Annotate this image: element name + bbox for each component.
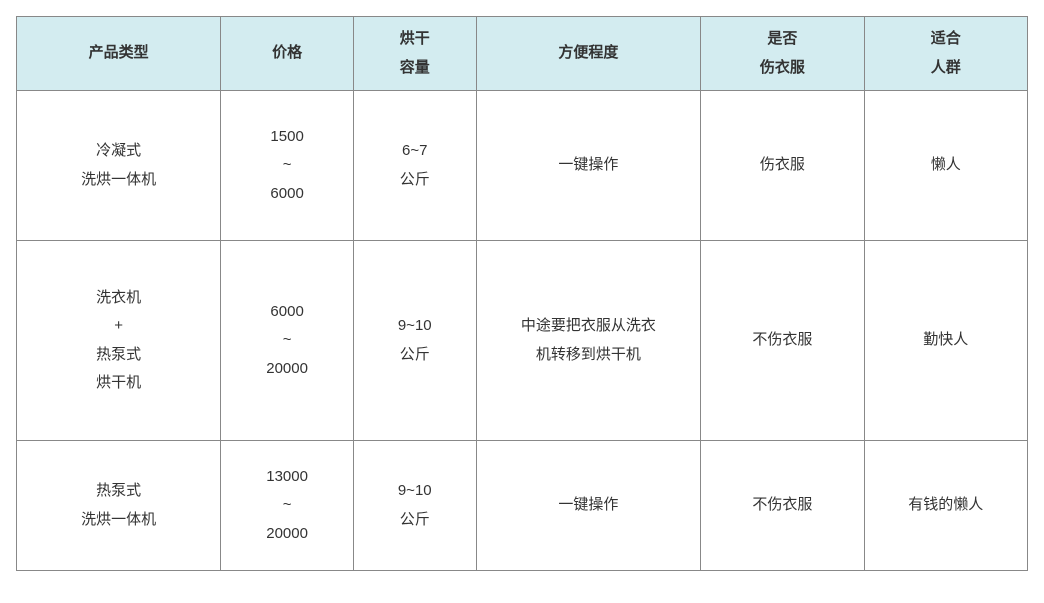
conv-line: 中途要把衣服从洗衣 [483,312,695,341]
type-line: 热泵式 [23,477,214,506]
type-line: 热泵式 [23,341,214,370]
cell-target: 勤快人 [864,241,1027,441]
price-line: 1500 [227,123,347,152]
price-line: 6000 [227,298,347,327]
type-line: 洗烘一体机 [23,166,214,195]
conv-line: 机转移到烘干机 [483,341,695,370]
type-line: 洗烘一体机 [23,506,214,535]
cell-price: 1500 ~ 6000 [221,91,354,241]
table-row: 洗衣机 + 热泵式 烘干机 6000 ~ 20000 9~10 公斤 中途要把衣… [17,241,1028,441]
header-capacity-line1: 烘干 [360,25,470,54]
capacity-line: 公斤 [360,341,470,370]
cell-target: 有钱的懒人 [864,441,1027,571]
cell-convenience: 中途要把衣服从洗衣 机转移到烘干机 [476,241,701,441]
capacity-line: 9~10 [360,312,470,341]
type-line: 洗衣机 [23,284,214,313]
cell-target: 懒人 [864,91,1027,241]
table-header-row: 产品类型 价格 烘干 容量 方便程度 是否 伤衣服 适合 人群 [17,17,1028,91]
capacity-line: 9~10 [360,477,470,506]
header-damage-line2: 伤衣服 [707,54,857,83]
cell-price: 6000 ~ 20000 [221,241,354,441]
table-row: 热泵式 洗烘一体机 13000 ~ 20000 9~10 公斤 一键操作 不伤衣… [17,441,1028,571]
cell-damage: 伤衣服 [701,91,864,241]
capacity-line: 6~7 [360,137,470,166]
type-line: 冷凝式 [23,137,214,166]
header-price: 价格 [221,17,354,91]
header-target-line1: 适合 [871,25,1021,54]
price-line: ~ [227,151,347,180]
cell-type: 洗衣机 + 热泵式 烘干机 [17,241,221,441]
header-product-type: 产品类型 [17,17,221,91]
header-capacity-line2: 容量 [360,54,470,83]
header-capacity: 烘干 容量 [353,17,476,91]
price-line: 20000 [227,355,347,384]
cell-capacity: 9~10 公斤 [353,441,476,571]
cell-convenience: 一键操作 [476,91,701,241]
price-line: 6000 [227,180,347,209]
cell-damage: 不伤衣服 [701,441,864,571]
cell-type: 冷凝式 洗烘一体机 [17,91,221,241]
price-line: ~ [227,326,347,355]
price-line: 20000 [227,520,347,549]
cell-damage: 不伤衣服 [701,241,864,441]
price-line: 13000 [227,463,347,492]
capacity-line: 公斤 [360,166,470,195]
cell-price: 13000 ~ 20000 [221,441,354,571]
type-line: + [23,312,214,341]
header-damage-line1: 是否 [707,25,857,54]
cell-capacity: 6~7 公斤 [353,91,476,241]
table-row: 冷凝式 洗烘一体机 1500 ~ 6000 6~7 公斤 一键操作 伤衣服 懒人 [17,91,1028,241]
cell-capacity: 9~10 公斤 [353,241,476,441]
header-target-line2: 人群 [871,54,1021,83]
header-target: 适合 人群 [864,17,1027,91]
price-line: ~ [227,491,347,520]
dryer-comparison-table: 产品类型 价格 烘干 容量 方便程度 是否 伤衣服 适合 人群 冷凝式 洗烘一体… [16,16,1028,571]
type-line: 烘干机 [23,369,214,398]
cell-convenience: 一键操作 [476,441,701,571]
header-convenience: 方便程度 [476,17,701,91]
header-damage: 是否 伤衣服 [701,17,864,91]
cell-type: 热泵式 洗烘一体机 [17,441,221,571]
capacity-line: 公斤 [360,506,470,535]
